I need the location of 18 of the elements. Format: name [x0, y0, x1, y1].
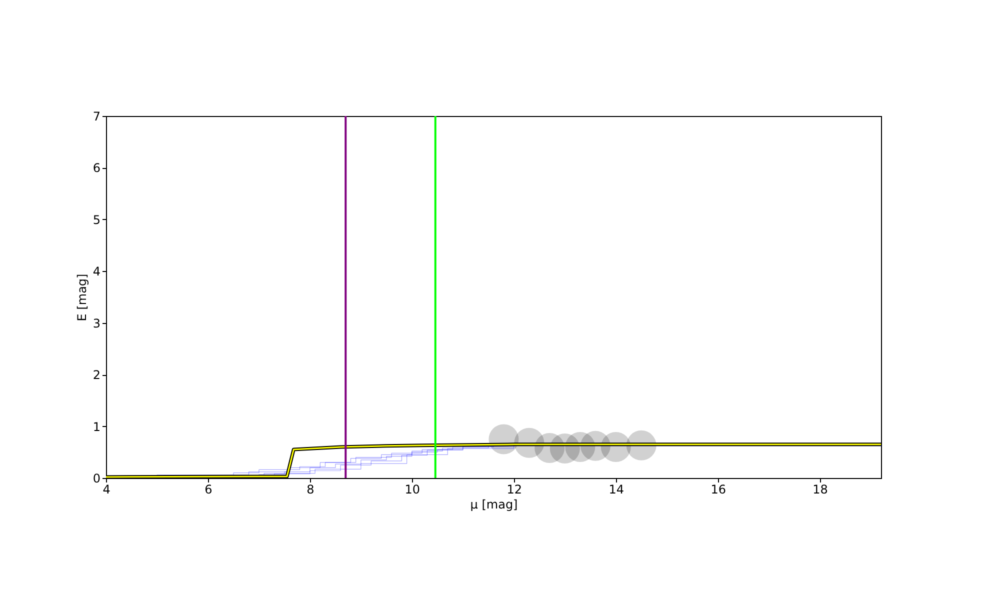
x-axis-title: μ [mag] [470, 498, 518, 512]
y-tick-label: 2 [92, 368, 100, 382]
x-tick-label: 10 [404, 482, 420, 496]
x-tick-label: 16 [710, 482, 726, 496]
x-tick-label: 8 [306, 482, 314, 496]
y-tick-label: 3 [92, 316, 100, 330]
x-tick-label: 6 [204, 482, 212, 496]
y-axis-title: E [mag] [74, 274, 89, 322]
y-tick-label: 1 [92, 420, 100, 434]
y-tick-label: 0 [92, 472, 100, 486]
x-tick-label: 18 [812, 482, 828, 496]
y-tick-label: 4 [92, 264, 100, 279]
x-tick-label: 4 [102, 482, 110, 496]
x-tick-label: 12 [506, 482, 522, 496]
y-tick-label: 6 [92, 161, 100, 176]
x-tick-label: 14 [608, 482, 624, 496]
y-tick-label: 7 [92, 110, 100, 124]
y-tick-label: 5 [92, 212, 100, 227]
